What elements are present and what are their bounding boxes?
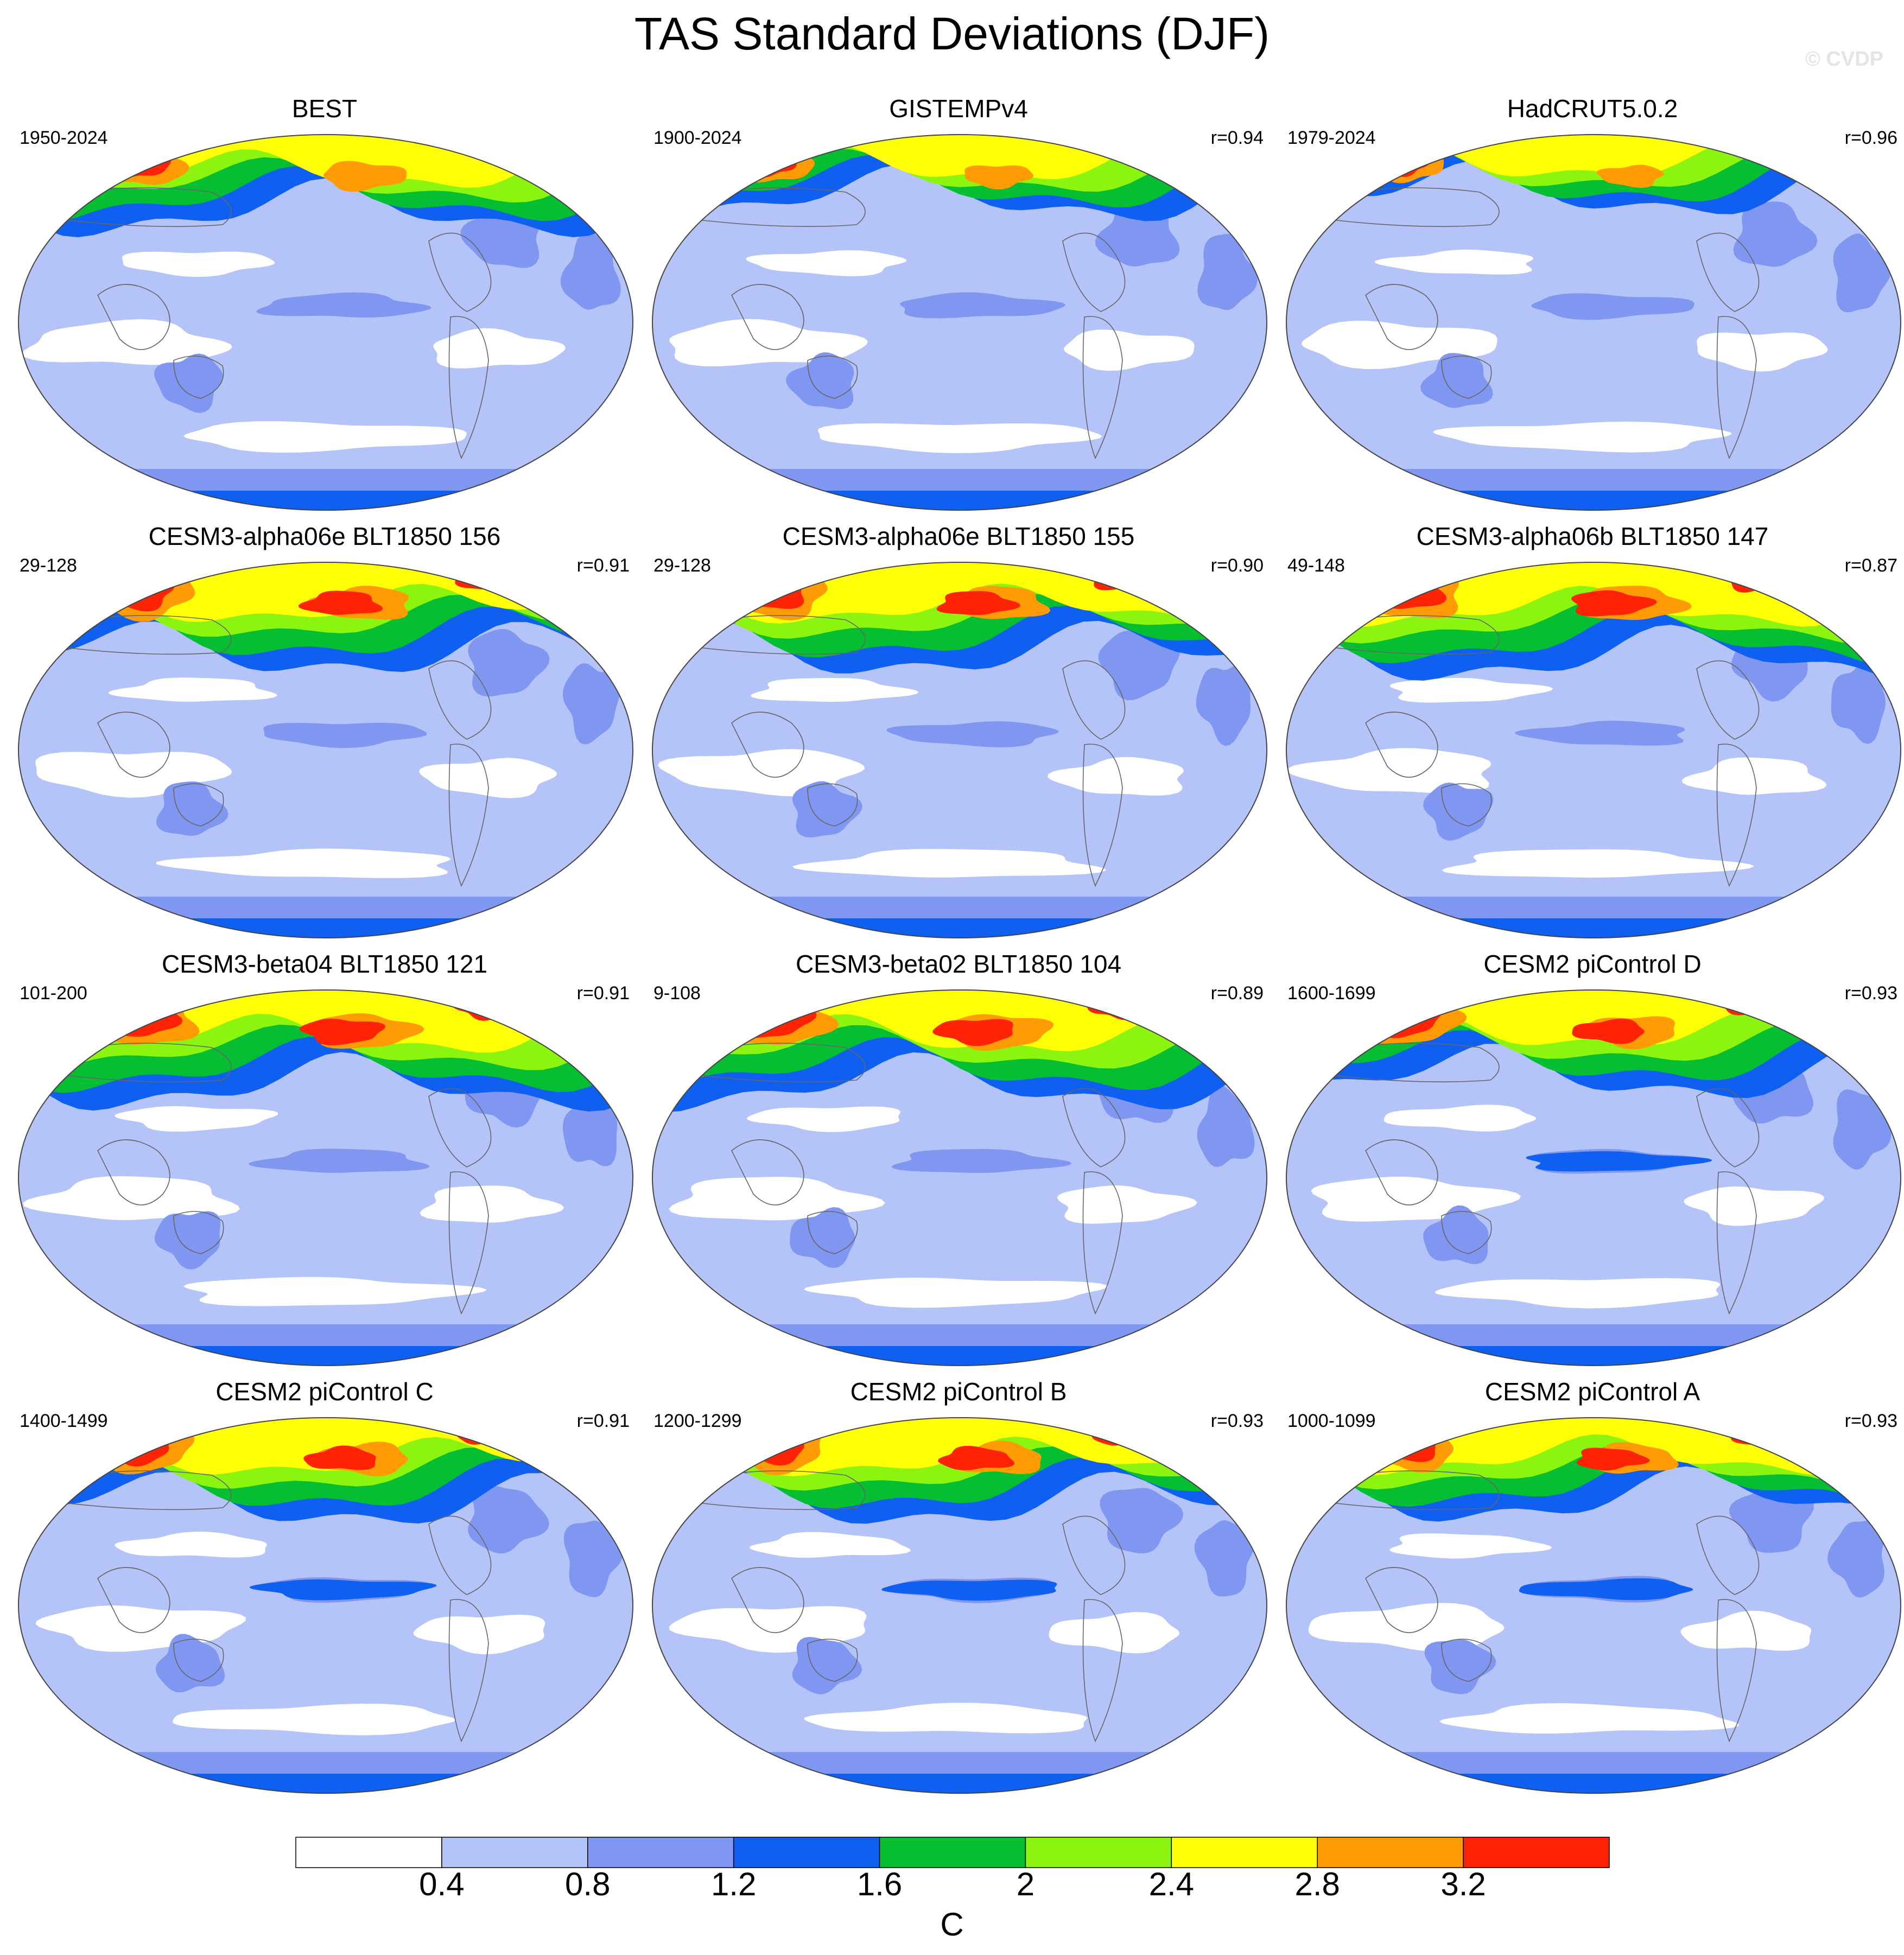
- colorbar-box: [441, 1837, 588, 1868]
- global-map: [1286, 989, 1901, 1366]
- colorbar-box: [1171, 1837, 1318, 1868]
- colorbar-tick-label: 0.4: [419, 1866, 465, 1902]
- colorbar-box: [1025, 1837, 1172, 1868]
- global-map: [18, 989, 633, 1366]
- coastlines: [1327, 1043, 1760, 1315]
- coastlines: [693, 615, 1126, 887]
- colorbar-tick-label: 2.4: [1148, 1866, 1195, 1902]
- panel-period: 29-128: [20, 555, 77, 576]
- panel-pattern-correlation: r=0.94: [1210, 128, 1264, 148]
- panel-title: BEST: [291, 94, 358, 123]
- global-map: [18, 134, 633, 511]
- colorbar-tick-label: 1.2: [710, 1866, 757, 1902]
- global-map: [18, 1417, 633, 1794]
- map-panel: CESM3-alpha06e BLT1850 155 29-128 r=0.90: [644, 521, 1273, 950]
- map-panel: CESM3-beta02 BLT1850 104 9-108 r=0.89: [644, 949, 1273, 1378]
- panel-title: CESM3-alpha06e BLT1850 155: [782, 522, 1135, 550]
- colorbar-tick-label: 2: [1016, 1866, 1035, 1902]
- colorbar-tick-label: 2.8: [1294, 1866, 1340, 1902]
- panel-period: 101-200: [20, 983, 87, 1004]
- panel-title: CESM3-alpha06e BLT1850 156: [148, 522, 501, 550]
- coastlines: [1327, 615, 1760, 887]
- panel-pattern-correlation: r=0.93: [1844, 983, 1897, 1004]
- panel-period: 9-108: [653, 983, 701, 1004]
- coastlines: [693, 1470, 1126, 1743]
- coastlines: [1327, 1470, 1760, 1743]
- coastlines: [59, 615, 492, 887]
- panel-pattern-correlation: r=0.93: [1844, 1411, 1897, 1431]
- global-map: [1286, 562, 1901, 938]
- panel-title: CESM2 piControl B: [850, 1378, 1067, 1406]
- panel-pattern-correlation: r=0.87: [1844, 555, 1897, 576]
- coastlines: [59, 1470, 492, 1743]
- panel-title: CESM3-beta04 BLT1850 121: [161, 950, 488, 978]
- panel-title: CESM2 piControl D: [1483, 950, 1702, 978]
- panel-title: CESM3-alpha06b BLT1850 147: [1416, 522, 1769, 550]
- colorbar-box: [733, 1837, 880, 1868]
- panel-pattern-correlation: r=0.89: [1210, 983, 1264, 1004]
- colorbar-box: [587, 1837, 734, 1868]
- panel-period: 1950-2024: [20, 128, 108, 148]
- global-map: [652, 1417, 1267, 1794]
- panel-pattern-correlation: r=0.90: [1210, 555, 1264, 576]
- global-map: [652, 989, 1267, 1366]
- panel-period: 1200-1299: [653, 1411, 742, 1431]
- colorbar-box: [295, 1837, 442, 1868]
- panel-pattern-correlation: r=0.91: [576, 1411, 630, 1431]
- panel-period: 1000-1099: [1287, 1411, 1376, 1431]
- coastlines: [59, 1043, 492, 1315]
- map-panel: CESM2 piControl D 1600-1699 r=0.93: [1278, 949, 1904, 1378]
- panel-title: GISTEMPv4: [889, 94, 1028, 123]
- global-map: [1286, 1417, 1901, 1794]
- colorbar-unit-label: C: [940, 1906, 964, 1943]
- colorbar-box: [1317, 1837, 1464, 1868]
- panel-title: CESM2 piControl C: [215, 1378, 434, 1406]
- map-panel: BEST 1950-2024: [10, 93, 639, 522]
- panel-title: CESM3-beta02 BLT1850 104: [795, 950, 1122, 978]
- global-map: [652, 562, 1267, 938]
- colorbar-tick-label: 0.8: [565, 1866, 611, 1902]
- panel-period: 29-128: [653, 555, 711, 576]
- panel-title: HadCRUT5.0.2: [1507, 94, 1678, 123]
- global-map: [652, 134, 1267, 511]
- panel-pattern-correlation: r=0.91: [576, 555, 630, 576]
- map-panel: GISTEMPv4 1900-2024 r=0.94: [644, 93, 1273, 522]
- colorbar-tick-label: 1.6: [856, 1866, 903, 1902]
- map-panel: CESM2 piControl C 1400-1499 r=0.91: [10, 1376, 639, 1805]
- coastlines: [693, 1043, 1126, 1315]
- colorbar-box: [1463, 1837, 1610, 1868]
- colorbar-box: [879, 1837, 1026, 1868]
- figure-title: TAS Standard Deviations (DJF): [634, 8, 1270, 59]
- coastlines: [1327, 187, 1760, 460]
- panel-period: 1979-2024: [1287, 128, 1376, 148]
- panel-period: 1900-2024: [653, 128, 742, 148]
- map-panel: CESM3-alpha06e BLT1850 156 29-128 r=0.91: [10, 521, 639, 950]
- cvdp-watermark: © CVDP: [1805, 48, 1883, 71]
- map-panel: CESM2 piControl A 1000-1099 r=0.93: [1278, 1376, 1904, 1805]
- coastlines: [693, 187, 1126, 460]
- map-panel: CESM3-alpha06b BLT1850 147 49-148 r=0.87: [1278, 521, 1904, 950]
- map-panel: CESM3-beta04 BLT1850 121 101-200 r=0.91: [10, 949, 639, 1378]
- global-map: [18, 562, 633, 938]
- contour-fill: [652, 562, 1267, 938]
- panel-pattern-correlation: r=0.96: [1844, 128, 1897, 148]
- global-map: [1286, 134, 1901, 511]
- panel-period: 1400-1499: [20, 1411, 108, 1431]
- panel-pattern-correlation: r=0.93: [1210, 1411, 1264, 1431]
- panel-period: 1600-1699: [1287, 983, 1376, 1004]
- panel-period: 49-148: [1287, 555, 1345, 576]
- coastlines: [59, 187, 492, 460]
- map-panel: CESM2 piControl B 1200-1299 r=0.93: [644, 1376, 1273, 1805]
- panel-title: CESM2 piControl A: [1484, 1378, 1700, 1406]
- panel-pattern-correlation: r=0.91: [576, 983, 630, 1004]
- map-panel: HadCRUT5.0.2 1979-2024 r=0.96: [1278, 93, 1904, 522]
- colorbar-tick-label: 3.2: [1440, 1866, 1486, 1902]
